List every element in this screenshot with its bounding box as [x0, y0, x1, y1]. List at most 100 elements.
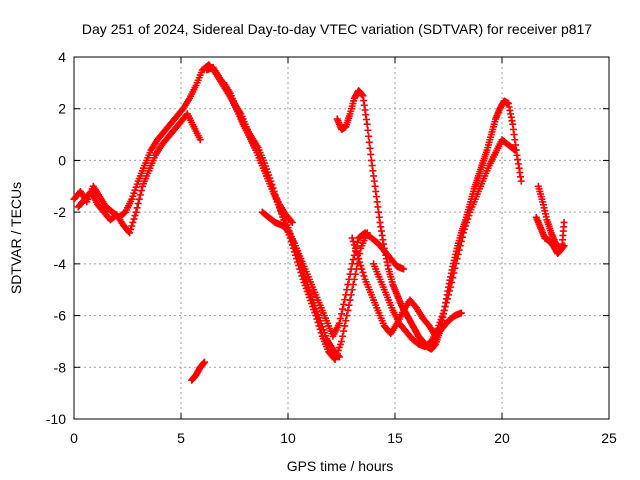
data-point	[461, 225, 469, 233]
data-point	[288, 218, 296, 226]
data-point	[349, 256, 357, 264]
data-point	[351, 244, 359, 252]
data-point	[359, 268, 367, 276]
data-point	[560, 218, 568, 226]
series-track-i	[188, 358, 209, 384]
data-point	[343, 286, 351, 294]
y-tick-labels: -10 -8 -6 -4 -2 0 2 4	[46, 49, 66, 427]
data-point	[463, 218, 471, 226]
data-point	[133, 204, 141, 212]
data-point	[443, 295, 451, 303]
x-axis-label: GPS time / hours	[287, 458, 394, 474]
series-track-f	[333, 87, 525, 353]
data-point	[345, 301, 353, 309]
y-tick-label: 4	[58, 49, 66, 65]
chart-title: Day 251 of 2024, Sidereal Day-to-day VTE…	[82, 21, 592, 37]
data-point	[442, 299, 450, 307]
y-tick-label: -8	[54, 359, 67, 375]
x-tick-label: 0	[70, 430, 78, 446]
data-point	[126, 229, 134, 237]
data-point	[339, 332, 347, 340]
data-point	[364, 126, 372, 134]
data-point	[356, 258, 364, 266]
data-point	[201, 358, 209, 366]
data-point	[338, 310, 345, 318]
plot-frame	[73, 56, 610, 420]
data-point	[134, 200, 142, 208]
data-point	[441, 303, 449, 311]
y-tick-label: -10	[46, 411, 66, 427]
data-point	[127, 225, 135, 233]
data-point	[455, 246, 463, 254]
data-point	[458, 233, 466, 241]
y-tick-label: -2	[54, 204, 67, 220]
data-point	[348, 234, 356, 242]
data-point	[345, 275, 353, 283]
data-point	[446, 287, 454, 295]
axis-ticks	[73, 56, 610, 420]
x-tick-label: 5	[177, 430, 185, 446]
data-point	[447, 283, 455, 291]
data-point	[136, 191, 144, 199]
data-point	[335, 353, 343, 361]
y-tick-label: 2	[58, 101, 66, 117]
data-point	[135, 195, 143, 203]
grid-lines	[74, 57, 609, 419]
data-point	[358, 265, 366, 273]
data-point	[451, 264, 459, 272]
data-point	[510, 145, 518, 153]
data-point	[342, 317, 350, 325]
data-point	[344, 306, 352, 314]
data-point	[132, 208, 140, 216]
data-points	[70, 61, 568, 384]
data-point	[440, 306, 448, 314]
data-point	[348, 260, 356, 268]
data-point	[449, 274, 457, 282]
data-point	[349, 237, 357, 245]
data-point	[465, 212, 473, 220]
data-point	[129, 218, 137, 226]
data-point	[355, 255, 363, 263]
series-track-h	[370, 136, 519, 351]
data-point	[340, 327, 348, 335]
data-point	[137, 187, 145, 195]
x-tick-label: 25	[601, 430, 617, 446]
data-point	[352, 248, 360, 256]
data-point	[448, 278, 456, 286]
data-point	[450, 269, 458, 277]
data-point	[341, 322, 349, 330]
data-point	[196, 136, 204, 144]
data-point	[400, 265, 408, 273]
x-tick-label: 15	[387, 430, 403, 446]
y-tick-label: -4	[54, 256, 67, 272]
series-track-k	[532, 213, 568, 258]
y-tick-label: -6	[54, 308, 67, 324]
data-point	[336, 315, 344, 323]
data-point	[341, 296, 349, 304]
data-point	[363, 120, 371, 128]
data-point	[128, 222, 136, 230]
data-point	[287, 217, 295, 225]
data-point	[454, 250, 462, 258]
data-point	[365, 138, 373, 146]
data-point	[365, 132, 373, 140]
data-point	[339, 305, 347, 313]
data-point	[456, 242, 464, 250]
series-track-a	[70, 61, 296, 226]
data-point	[360, 272, 368, 280]
data-point	[452, 259, 460, 267]
x-tick-label: 10	[280, 430, 296, 446]
data-point	[130, 215, 138, 223]
data-point	[346, 270, 354, 278]
data-point	[459, 229, 467, 237]
x-tick-label: 20	[494, 430, 510, 446]
data-point	[366, 144, 374, 152]
data-point	[462, 222, 470, 230]
y-axis-label: SDTVAR / TECUs	[8, 182, 24, 294]
data-point	[347, 265, 355, 273]
data-point	[340, 300, 348, 308]
data-point	[350, 241, 358, 249]
data-point	[517, 177, 525, 185]
data-point	[357, 262, 365, 270]
data-point	[334, 352, 342, 360]
